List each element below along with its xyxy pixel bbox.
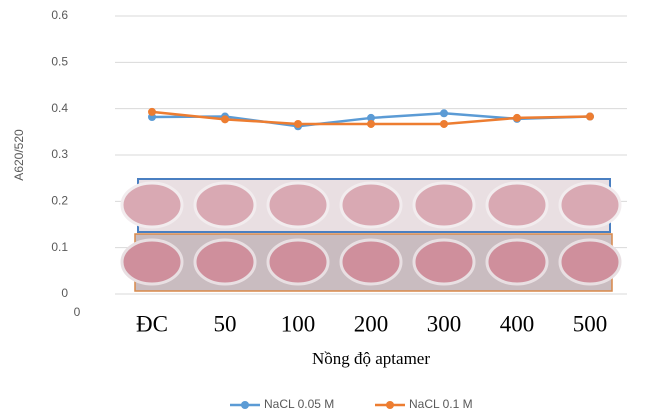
x-tick-label: 100: [281, 311, 316, 336]
y-tick-label: 0.1: [51, 240, 68, 254]
legend-marker: [386, 401, 394, 409]
y-axis-title: A620/520: [12, 129, 26, 181]
y-tick-label: 0: [61, 286, 68, 300]
y-tick-label: 0.4: [51, 101, 68, 115]
x-tick-label: 200: [354, 311, 389, 336]
point: [367, 113, 375, 122]
point: [294, 119, 302, 128]
well: [558, 238, 622, 286]
legend-label: NaCL 0.1 M: [409, 397, 473, 411]
x-tick-label: ĐC: [136, 311, 168, 336]
well: [412, 181, 476, 229]
well: [120, 181, 184, 229]
well: [485, 181, 549, 229]
well: [266, 181, 330, 229]
well: [193, 238, 257, 286]
well: [485, 238, 549, 286]
well-photos: [120, 178, 622, 292]
y-tick-label: 0.3: [51, 147, 68, 161]
legend-label: NaCL 0.05 M: [264, 397, 334, 411]
point: [586, 112, 594, 121]
origin-label: 0: [74, 305, 81, 319]
x-tick-label: 300: [427, 311, 462, 336]
point: [367, 119, 375, 128]
point: [513, 113, 521, 122]
x-tick-label: 500: [573, 311, 608, 336]
well: [339, 238, 403, 286]
well: [193, 181, 257, 229]
y-tick-label: 0.6: [51, 8, 68, 22]
well: [412, 238, 476, 286]
legend-marker: [241, 401, 249, 409]
x-tick-label: 400: [500, 311, 535, 336]
point: [221, 115, 229, 124]
well: [339, 181, 403, 229]
point: [440, 109, 448, 118]
point: [148, 107, 156, 116]
wells: [120, 181, 622, 286]
point: [440, 119, 448, 128]
x-axis-title: Nồng độ aptamer: [312, 349, 430, 368]
x-tick-label: 50: [214, 311, 237, 336]
y-tick-label: 0.5: [51, 55, 68, 69]
well: [120, 238, 184, 286]
well: [266, 238, 330, 286]
y-tick-label: 0.2: [51, 194, 68, 208]
well: [558, 181, 622, 229]
